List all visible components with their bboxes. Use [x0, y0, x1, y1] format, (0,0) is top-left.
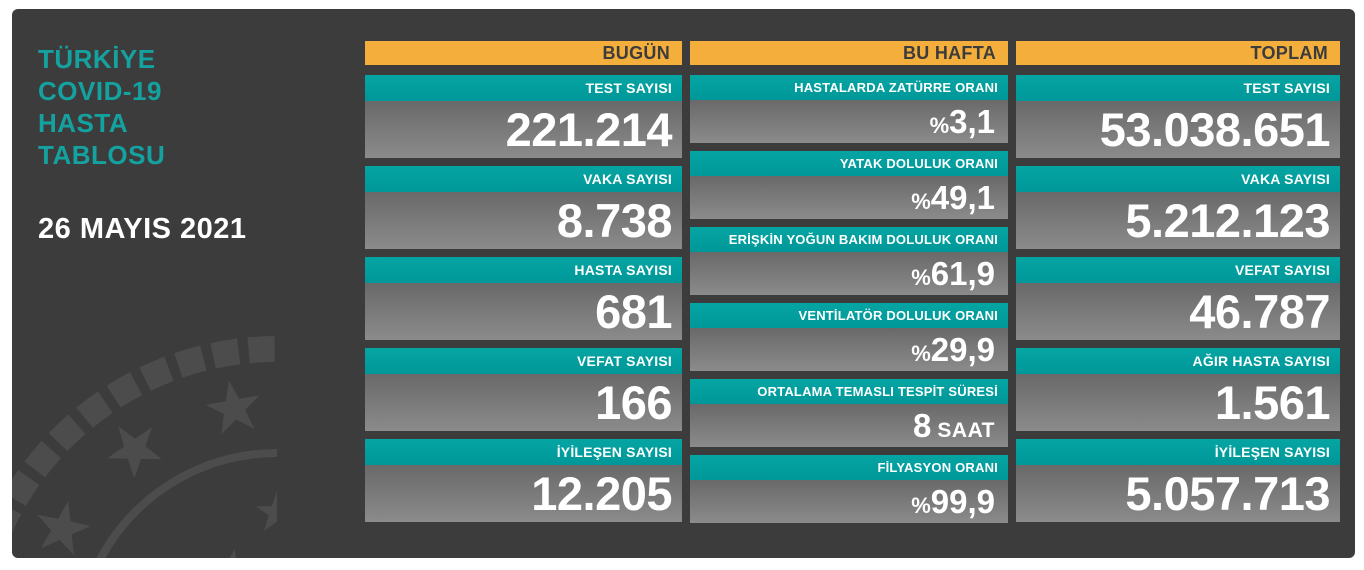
stat-label: HASTA SAYISI: [365, 257, 682, 283]
stat-number: 221.214: [505, 103, 673, 156]
stat-number: 5.057.713: [1125, 467, 1330, 520]
stat-value: 221.214: [365, 101, 682, 158]
report-date: 26 MAYIS 2021: [38, 213, 247, 245]
stat-number: 8.738: [556, 194, 673, 247]
stat-value: 12.205: [365, 465, 682, 522]
stat-label: ERİŞKİN YOĞUN BAKIM DOLULUK ORANI: [690, 227, 1008, 252]
stat-value: %29,9: [690, 328, 1008, 371]
stat-label: TEST SAYISI: [1016, 75, 1340, 101]
stat-row-vefat-sayisi-bugun: VEFAT SAYISI 166: [365, 348, 682, 431]
stat-number: 99,9: [930, 483, 995, 520]
stat-number: 1.561: [1214, 376, 1331, 429]
stat-row-vaka-sayisi-bugun: VAKA SAYISI 8.738: [365, 166, 682, 249]
stat-number: 61,9: [930, 255, 995, 292]
stat-number: 29,9: [930, 331, 995, 368]
stat-value: %99,9: [690, 480, 1008, 523]
stat-value: 46.787: [1016, 283, 1340, 340]
stat-label: ORTALAMA TEMASLI TESPİT SÜRESİ: [690, 379, 1008, 404]
title-line: HASTA: [38, 108, 129, 138]
stat-row-temasli-tespit-suresi: ORTALAMA TEMASLI TESPİT SÜRESİ 8 SAAT: [690, 379, 1008, 447]
stat-prefix: %: [929, 113, 950, 138]
stat-number: 53.038.651: [1099, 103, 1331, 156]
stat-value: 1.561: [1016, 374, 1340, 431]
stat-number: 49,1: [930, 179, 995, 216]
stat-label: VENTİLATÖR DOLULUK ORANI: [690, 303, 1008, 328]
stat-number: 46.787: [1189, 285, 1330, 338]
stat-number: 5.212.123: [1125, 194, 1330, 247]
stat-suffix: SAAT: [937, 419, 995, 442]
stat-value: 8.738: [365, 192, 682, 249]
stat-row-vaka-sayisi-toplam: VAKA SAYISI 5.212.123: [1016, 166, 1340, 249]
stat-value: 166: [365, 374, 682, 431]
stat-value: %3,1: [690, 100, 1008, 143]
stat-row-test-sayisi-toplam: TEST SAYISI 53.038.651: [1016, 75, 1340, 158]
title-line: TABLOSU: [38, 140, 166, 170]
stat-label: İYİLEŞEN SAYISI: [365, 439, 682, 465]
stat-prefix: %: [911, 265, 931, 290]
stat-label: YATAK DOLULUK ORANI: [690, 151, 1008, 176]
stat-row-test-sayisi-bugun: TEST SAYISI 221.214: [365, 75, 682, 158]
stat-label: HASTALARDA ZATÜRRE ORANI: [690, 75, 1008, 100]
stat-label: TEST SAYISI: [365, 75, 682, 101]
stat-label: VAKA SAYISI: [365, 166, 682, 192]
stat-label: FİLYASYON ORANI: [690, 455, 1008, 480]
stat-row-vefat-sayisi-toplam: VEFAT SAYISI 46.787: [1016, 257, 1340, 340]
stat-columns: BUGÜN TEST SAYISI 221.214 VAKA SAYISI 8.…: [365, 41, 1340, 531]
stat-value: 681: [365, 283, 682, 340]
stat-row-ventilator-doluluk: VENTİLATÖR DOLULUK ORANI %29,9: [690, 303, 1008, 371]
stat-label: VEFAT SAYISI: [365, 348, 682, 374]
stat-row-agir-hasta-sayisi: AĞIR HASTA SAYISI 1.561: [1016, 348, 1340, 431]
stat-label: AĞIR HASTA SAYISI: [1016, 348, 1340, 374]
stat-prefix: %: [911, 189, 931, 214]
stat-row-yatak-doluluk: YATAK DOLULUK ORANI %49,1: [690, 151, 1008, 219]
page-title: TÜRKİYE COVID-19 HASTA TABLOSU: [38, 43, 368, 171]
column-bu-hafta: BU HAFTA HASTALARDA ZATÜRRE ORANI %3,1 Y…: [690, 41, 1008, 531]
stat-prefix: %: [911, 341, 931, 366]
stat-row-hasta-sayisi-bugun: HASTA SAYISI 681: [365, 257, 682, 340]
stat-value: 53.038.651: [1016, 101, 1340, 158]
column-bugun: BUGÜN TEST SAYISI 221.214 VAKA SAYISI 8.…: [365, 41, 682, 531]
stat-value: 5.212.123: [1016, 192, 1340, 249]
stat-row-iyilesen-sayisi-toplam: İYİLEŞEN SAYISI 5.057.713: [1016, 439, 1340, 522]
column-header-toplam: TOPLAM: [1016, 41, 1340, 65]
stat-number: 3,1: [949, 103, 995, 140]
title-line: TÜRKİYE: [38, 44, 156, 74]
stat-value: %61,9: [690, 252, 1008, 295]
column-toplam: TOPLAM TEST SAYISI 53.038.651 VAKA SAYIS…: [1016, 41, 1340, 531]
stat-label: VEFAT SAYISI: [1016, 257, 1340, 283]
title-line: COVID-19: [38, 76, 162, 106]
stat-prefix: %: [911, 493, 931, 518]
covid-table-panel: TÜRKİYE COVID-19 HASTA TABLOSU 26 MAYIS …: [12, 9, 1355, 558]
stat-label: İYİLEŞEN SAYISI: [1016, 439, 1340, 465]
stat-number: 8: [913, 407, 932, 444]
stat-label: VAKA SAYISI: [1016, 166, 1340, 192]
stat-row-filyasyon-orani: FİLYASYON ORANI %99,9: [690, 455, 1008, 523]
column-header-bugun: BUGÜN: [365, 41, 682, 65]
health-ministry-emblem-icon: [12, 336, 277, 558]
stat-row-iyilesen-sayisi-bugun: İYİLEŞEN SAYISI 12.205: [365, 439, 682, 522]
panel-left-info: TÜRKİYE COVID-19 HASTA TABLOSU 26 MAYIS …: [38, 43, 368, 246]
column-header-bu-hafta: BU HAFTA: [690, 41, 1008, 65]
stat-row-zaturre-orani: HASTALARDA ZATÜRRE ORANI %3,1: [690, 75, 1008, 143]
stat-value: 5.057.713: [1016, 465, 1340, 522]
stat-number: 681: [595, 285, 672, 338]
stat-number: 166: [595, 376, 672, 429]
stat-number: 12.205: [531, 467, 672, 520]
stat-row-yogun-bakim-doluluk: ERİŞKİN YOĞUN BAKIM DOLULUK ORANI %61,9: [690, 227, 1008, 295]
stat-value: 8 SAAT: [690, 404, 1008, 447]
stat-value: %49,1: [690, 176, 1008, 219]
